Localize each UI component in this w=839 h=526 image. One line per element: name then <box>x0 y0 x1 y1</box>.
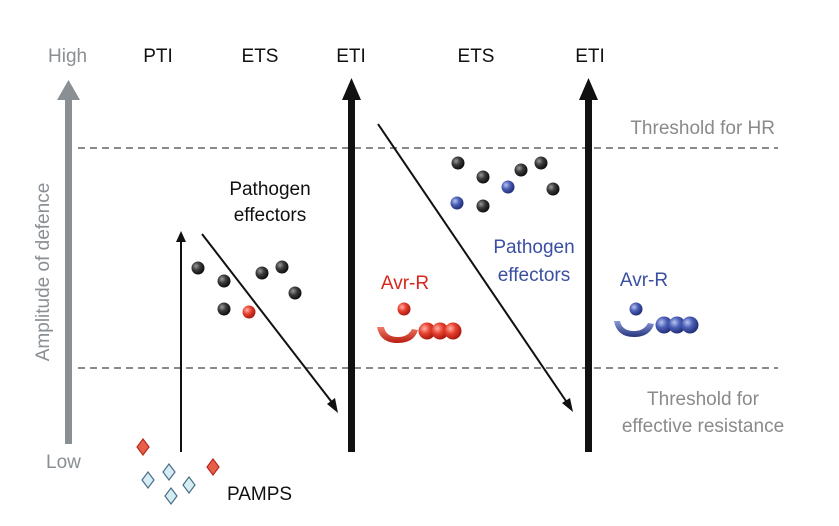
axis-title: Amplitude of defence <box>33 183 54 362</box>
effector-ball <box>191 261 205 275</box>
avr-r-red-complex <box>377 302 462 343</box>
pamp-diamond-red <box>206 458 220 476</box>
threshold-resistance-label-line1: Threshold for <box>647 389 760 410</box>
ets-2-arrow <box>377 123 573 412</box>
pamp-diamond-blue <box>162 463 176 481</box>
avr-ball-red <box>397 302 411 316</box>
pamp-diamond-blue <box>182 476 196 494</box>
effector-ball <box>217 274 231 288</box>
effector-ball <box>217 302 231 316</box>
pamps-diamonds <box>136 438 220 505</box>
avr-ball-blue <box>629 302 643 316</box>
y-axis-arrowhead <box>57 80 80 100</box>
effector-ball <box>534 156 548 170</box>
axis-high-label: High <box>48 46 87 67</box>
pamp-diamond-blue <box>141 471 155 489</box>
phase-label-ets-1: ETS <box>242 46 279 67</box>
r-protein-bead-blue <box>668 316 686 334</box>
effectors-blue-label-line1: Pathogen <box>493 237 574 258</box>
effector-ball-red <box>242 305 256 319</box>
r-protein-bead-red <box>444 322 462 340</box>
eti-2-arrow <box>579 78 598 452</box>
pamp-diamond-blue <box>164 487 178 505</box>
pamps-label: PAMPS <box>227 484 292 505</box>
phase-label-pti: PTI <box>143 46 173 67</box>
effector-ball <box>514 163 528 177</box>
ets-1-arrow <box>201 233 338 413</box>
effector-ball-blue <box>501 180 515 194</box>
effector-ball-blue <box>450 196 464 210</box>
effectors-blue-label-line2: effectors <box>498 265 571 286</box>
r-protein-bead-red <box>418 322 436 340</box>
effector-cluster-2 <box>450 156 560 213</box>
y-axis-shaft <box>65 98 72 444</box>
phase-label-eti-2: ETI <box>575 46 605 67</box>
effector-ball <box>476 170 490 184</box>
r-protein-arc-blue <box>614 321 654 337</box>
r-protein-bead-red <box>431 322 449 340</box>
threshold-resistance-label-line2: effective resistance <box>622 416 784 437</box>
effectors-black-label-line2: effectors <box>234 205 307 226</box>
pti-arrow <box>176 231 186 452</box>
avr-r-blue-label: Avr-R <box>620 270 668 291</box>
phase-label-eti-1: ETI <box>336 46 366 67</box>
effector-ball <box>476 199 490 213</box>
effector-ball <box>275 260 289 274</box>
r-protein-bead-blue <box>681 316 699 334</box>
effector-ball <box>451 156 465 170</box>
r-protein-arc-red <box>377 327 418 343</box>
eti-1-arrow <box>342 78 361 452</box>
effector-cluster-1 <box>191 260 302 319</box>
phase-label-ets-2: ETS <box>458 46 495 67</box>
effector-ball <box>546 182 560 196</box>
pamp-diamond-red <box>136 438 150 456</box>
r-protein-bead-blue <box>655 316 673 334</box>
axis-low-label: Low <box>46 452 81 473</box>
y-axis <box>57 80 80 444</box>
effectors-black-label-line1: Pathogen <box>229 179 310 200</box>
threshold-hr-label: Threshold for HR <box>630 118 775 139</box>
effector-ball <box>255 266 269 280</box>
avr-r-red-label: Avr-R <box>381 273 429 294</box>
avr-r-blue-complex <box>614 302 699 337</box>
effector-ball <box>288 286 302 300</box>
